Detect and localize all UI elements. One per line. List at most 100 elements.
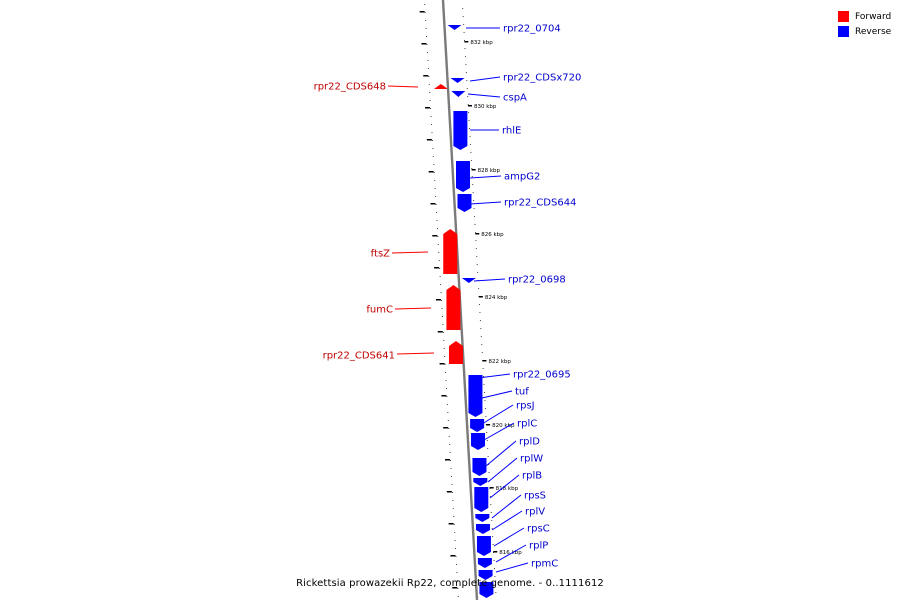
guide-dot: [427, 68, 429, 69]
legend-forward: Forward: [838, 9, 891, 24]
gene-label-leader: [469, 175, 502, 179]
kbp-tick: [482, 360, 487, 362]
forward-gene-arrow[interactable]: [448, 341, 463, 364]
reverse-gene-arrow[interactable]: [472, 458, 487, 476]
tick-dash: [428, 171, 434, 173]
reverse-gene-arrow[interactable]: [447, 25, 462, 30]
guide-dot: [465, 72, 467, 73]
guide-dot: [484, 400, 486, 401]
gene-label-reverse[interactable]: rhlE: [502, 126, 521, 137]
forward-gene-arrow[interactable]: [446, 285, 461, 330]
reverse-gene-arrow[interactable]: [479, 582, 494, 598]
guide-dot: [490, 512, 492, 513]
tick-dash: [419, 11, 425, 13]
guide-dot: [442, 324, 444, 325]
guide-dot: [447, 412, 449, 413]
legend-reverse-label: Reverse: [855, 26, 892, 37]
gene-label-reverse[interactable]: rplB: [522, 471, 542, 482]
guide-dot: [453, 516, 455, 517]
gene-label-reverse[interactable]: rpr22_0698: [508, 275, 566, 286]
guide-dot: [467, 96, 469, 97]
gene-label-forward[interactable]: rpr22_CDS648: [314, 82, 386, 93]
gene-label-forward[interactable]: rpr22_CDS641: [323, 351, 395, 362]
gene-label-reverse[interactable]: cspA: [503, 93, 527, 104]
gene-label-reverse[interactable]: rplV: [525, 507, 545, 518]
reverse-gene-arrow[interactable]: [461, 278, 476, 283]
forward-gene-arrow[interactable]: [443, 229, 458, 274]
gene-label-reverse[interactable]: rplP: [529, 541, 548, 552]
guide-dot: [453, 524, 455, 525]
gene-label-leader: [495, 544, 527, 563]
guide-dot: [440, 292, 442, 293]
kbp-tick: [471, 169, 476, 171]
forward-gene-arrow[interactable]: [433, 84, 448, 89]
guide-dot: [473, 208, 475, 209]
kbp-tick: [478, 296, 483, 298]
reverse-gene-arrow[interactable]: [456, 161, 471, 192]
guide-dot: [424, 4, 426, 5]
reverse-gene-arrow[interactable]: [471, 433, 486, 450]
guide-dot: [477, 272, 479, 273]
gene-labels: rpr22_CDS648 ftsZ fumC rpr22_CDS641 rpr22_07…: [314, 24, 581, 573]
reverse-gene-arrow[interactable]: [473, 478, 488, 486]
guide-dot: [463, 32, 465, 33]
gene-label-reverse[interactable]: rpr22_0704: [503, 24, 561, 35]
guide-dot: [435, 204, 437, 205]
kbp-label: 828 kbp: [478, 168, 501, 174]
kbp-label: 818 kbp: [496, 486, 519, 492]
tick-dash: [446, 491, 452, 493]
gene-label-leader: [467, 93, 501, 98]
reverse-gene-arrow[interactable]: [450, 78, 465, 83]
guide-dot: [451, 492, 453, 493]
gene-label-reverse[interactable]: rpsJ: [516, 401, 535, 412]
guide-dot: [487, 448, 489, 449]
gene-label-leader: [477, 373, 511, 379]
guide-dot: [454, 532, 456, 533]
guide-dot: [494, 576, 496, 577]
tick-dash: [435, 299, 441, 301]
reverse-gene-arrow[interactable]: [453, 111, 468, 150]
gene-label-reverse[interactable]: rpmC: [531, 559, 558, 570]
guide-dot: [464, 56, 466, 57]
reverse-gene-arrow[interactable]: [475, 524, 490, 534]
guide-dot: [464, 48, 466, 49]
gene-label-reverse[interactable]: rplW: [520, 454, 543, 465]
guide-dot: [470, 152, 472, 153]
gene-label-reverse[interactable]: rpr22_0695: [513, 370, 571, 381]
reverse-gene-arrow[interactable]: [451, 91, 466, 97]
gene-label-forward[interactable]: fumC: [366, 305, 393, 316]
reverse-gene-arrow[interactable]: [468, 375, 483, 417]
guide-dot: [445, 388, 447, 389]
guide-dot: [476, 264, 478, 265]
gene-label-reverse[interactable]: rpr22_CDS644: [504, 198, 576, 209]
tick-dash: [423, 75, 429, 77]
gene-label-reverse[interactable]: rpsC: [527, 524, 550, 535]
guide-dot: [495, 592, 497, 593]
kbp-tick: [464, 41, 469, 43]
gene-label-leader: [491, 510, 523, 531]
gene-label-reverse[interactable]: rplC: [517, 419, 537, 430]
guide-dot: [456, 572, 458, 573]
reverse-gene-arrow[interactable]: [478, 570, 493, 580]
guide-dot: [476, 256, 478, 257]
kbp-tick: [489, 487, 494, 489]
gene-label-reverse[interactable]: rpr22_CDSx720: [503, 73, 581, 84]
reverse-gene-arrow[interactable]: [470, 419, 485, 432]
gene-label-forward[interactable]: ftsZ: [371, 249, 390, 260]
reverse-gene-arrow[interactable]: [477, 558, 492, 568]
gene-label-reverse[interactable]: ampG2: [504, 172, 540, 183]
guide-dot: [464, 40, 466, 41]
gene-label-reverse[interactable]: rpsS: [524, 491, 546, 502]
guide-dot: [436, 220, 438, 221]
reverse-gene-arrow[interactable]: [476, 536, 491, 556]
reverse-gene-arrow[interactable]: [457, 194, 472, 212]
guide-dot: [439, 268, 441, 269]
reverse-gene-arrow[interactable]: [474, 487, 489, 512]
guide-dot: [430, 108, 432, 109]
reverse-gene-arrow[interactable]: [475, 514, 490, 522]
gene-label-reverse[interactable]: tuf: [515, 387, 529, 398]
legend: Forward Reverse: [838, 9, 891, 39]
guide-dot: [449, 452, 451, 453]
gene-label-reverse[interactable]: rplD: [519, 437, 540, 448]
guide-dot: [431, 124, 433, 125]
